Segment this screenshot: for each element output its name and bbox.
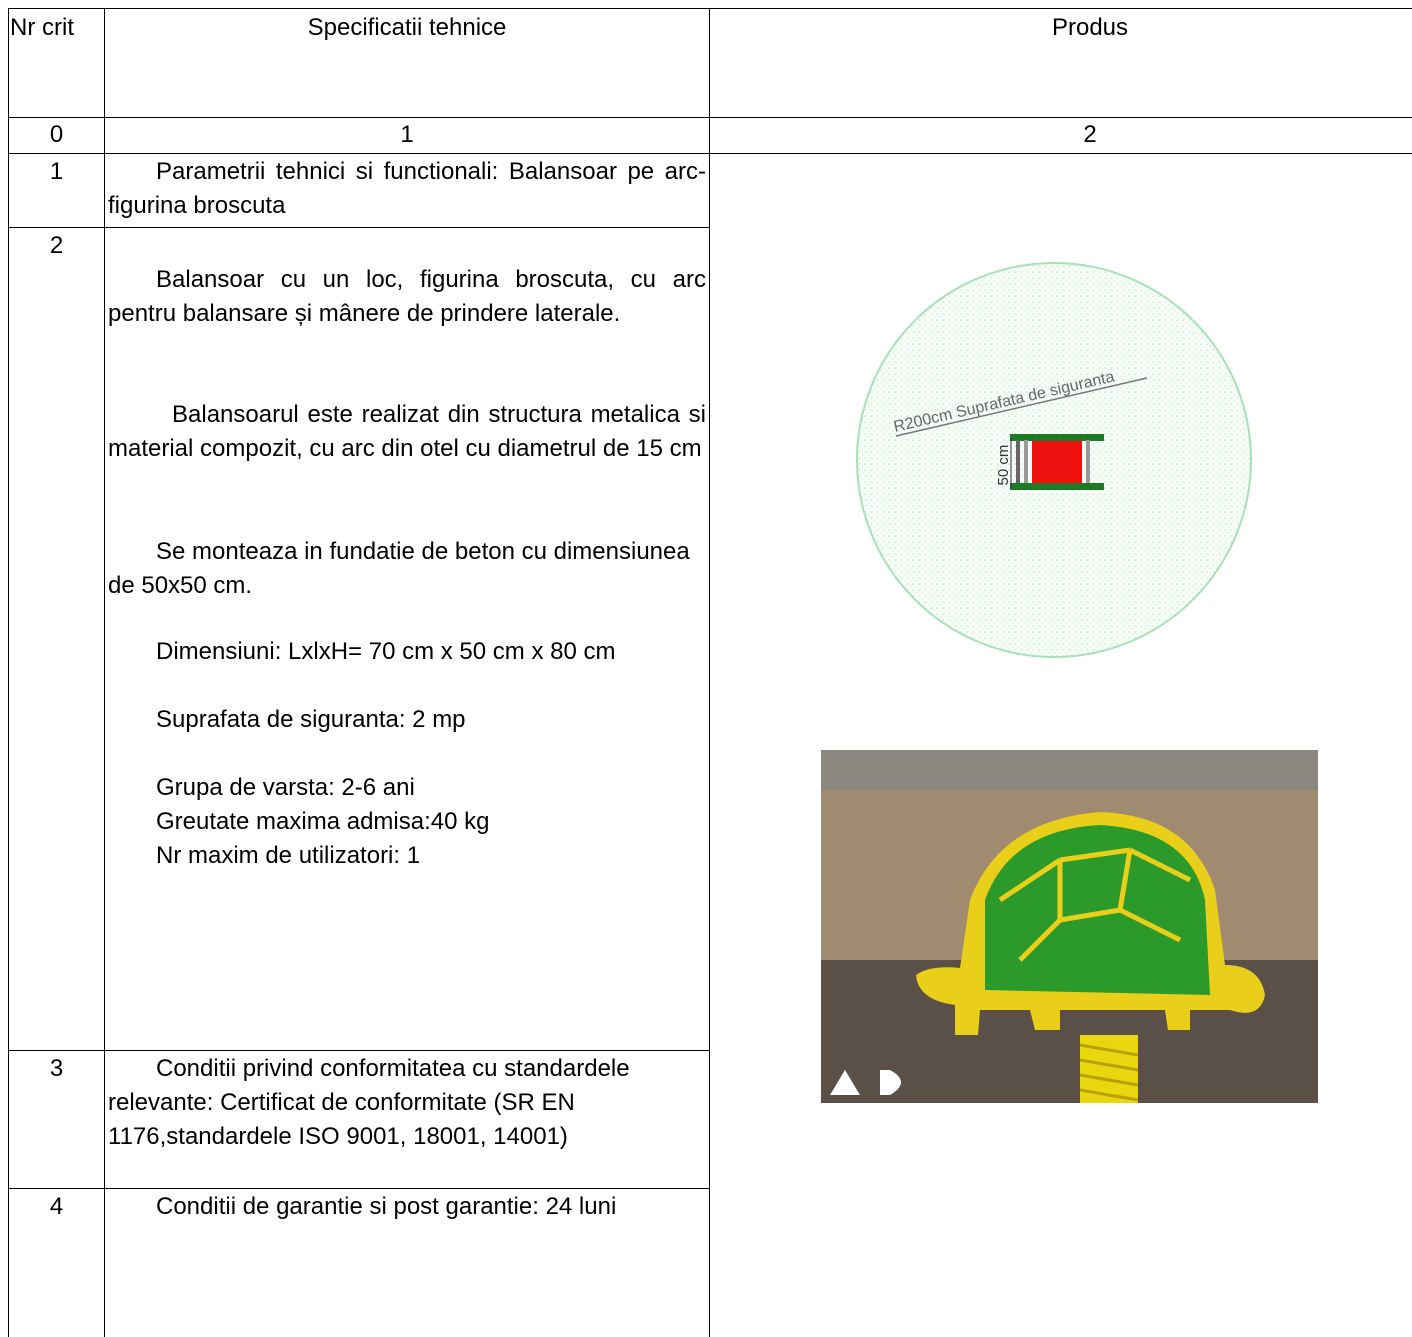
- border: [8, 153, 1412, 154]
- border: [8, 1050, 709, 1051]
- row-number: 1: [49, 158, 64, 185]
- spec-text: Dimensiuni: LxlxH= 70 cm x 50 cm x 80 cm: [156, 638, 616, 665]
- row-number: 2: [49, 232, 64, 259]
- spec-text: Conditii de garantie si post garantie: 2…: [156, 1193, 617, 1220]
- safety-diagram: R200cm Suprafata de siguranta 50 cm: [856, 262, 1252, 658]
- spec-text: Conditii privind conformitatea cu standa…: [108, 1055, 630, 1150]
- border: [104, 8, 105, 1337]
- size-label: 50 cm: [995, 445, 1012, 486]
- spec-text: Nr maxim de utilizatori: 1: [156, 842, 421, 869]
- border: [8, 227, 709, 228]
- header-cell: Specificatii tehnice: [307, 14, 507, 41]
- border: [8, 8, 1412, 9]
- spec-text: Balansoar cu un loc, figurina broscuta, …: [108, 266, 706, 327]
- row-number: 3: [49, 1055, 64, 1082]
- spec-text: Grupa de varsta: 2-6 ani: [156, 774, 415, 801]
- border: [8, 1188, 709, 1189]
- index-cell: 1: [400, 121, 414, 148]
- spec-text: Se monteaza in fundatie de beton cu dime…: [108, 538, 690, 599]
- row-number: 4: [49, 1193, 64, 1220]
- border: [8, 8, 9, 1337]
- index-cell: 2: [1083, 121, 1097, 148]
- spec-text: Greutate maxima admisa:40 kg: [156, 808, 490, 835]
- index-cell: 0: [49, 121, 64, 148]
- spec-text: Suprafata de siguranta: 2 mp: [156, 706, 466, 733]
- spec-text: Balansoarul este realizat din structura …: [108, 401, 706, 462]
- spec-text: Parametrii tehnici si functionali: Balan…: [108, 158, 706, 219]
- product-photo: [821, 750, 1318, 1103]
- border: [709, 8, 710, 1337]
- header-cell: Produs: [1051, 14, 1129, 41]
- header-cell: Nr crit: [10, 14, 74, 41]
- border: [8, 117, 1412, 118]
